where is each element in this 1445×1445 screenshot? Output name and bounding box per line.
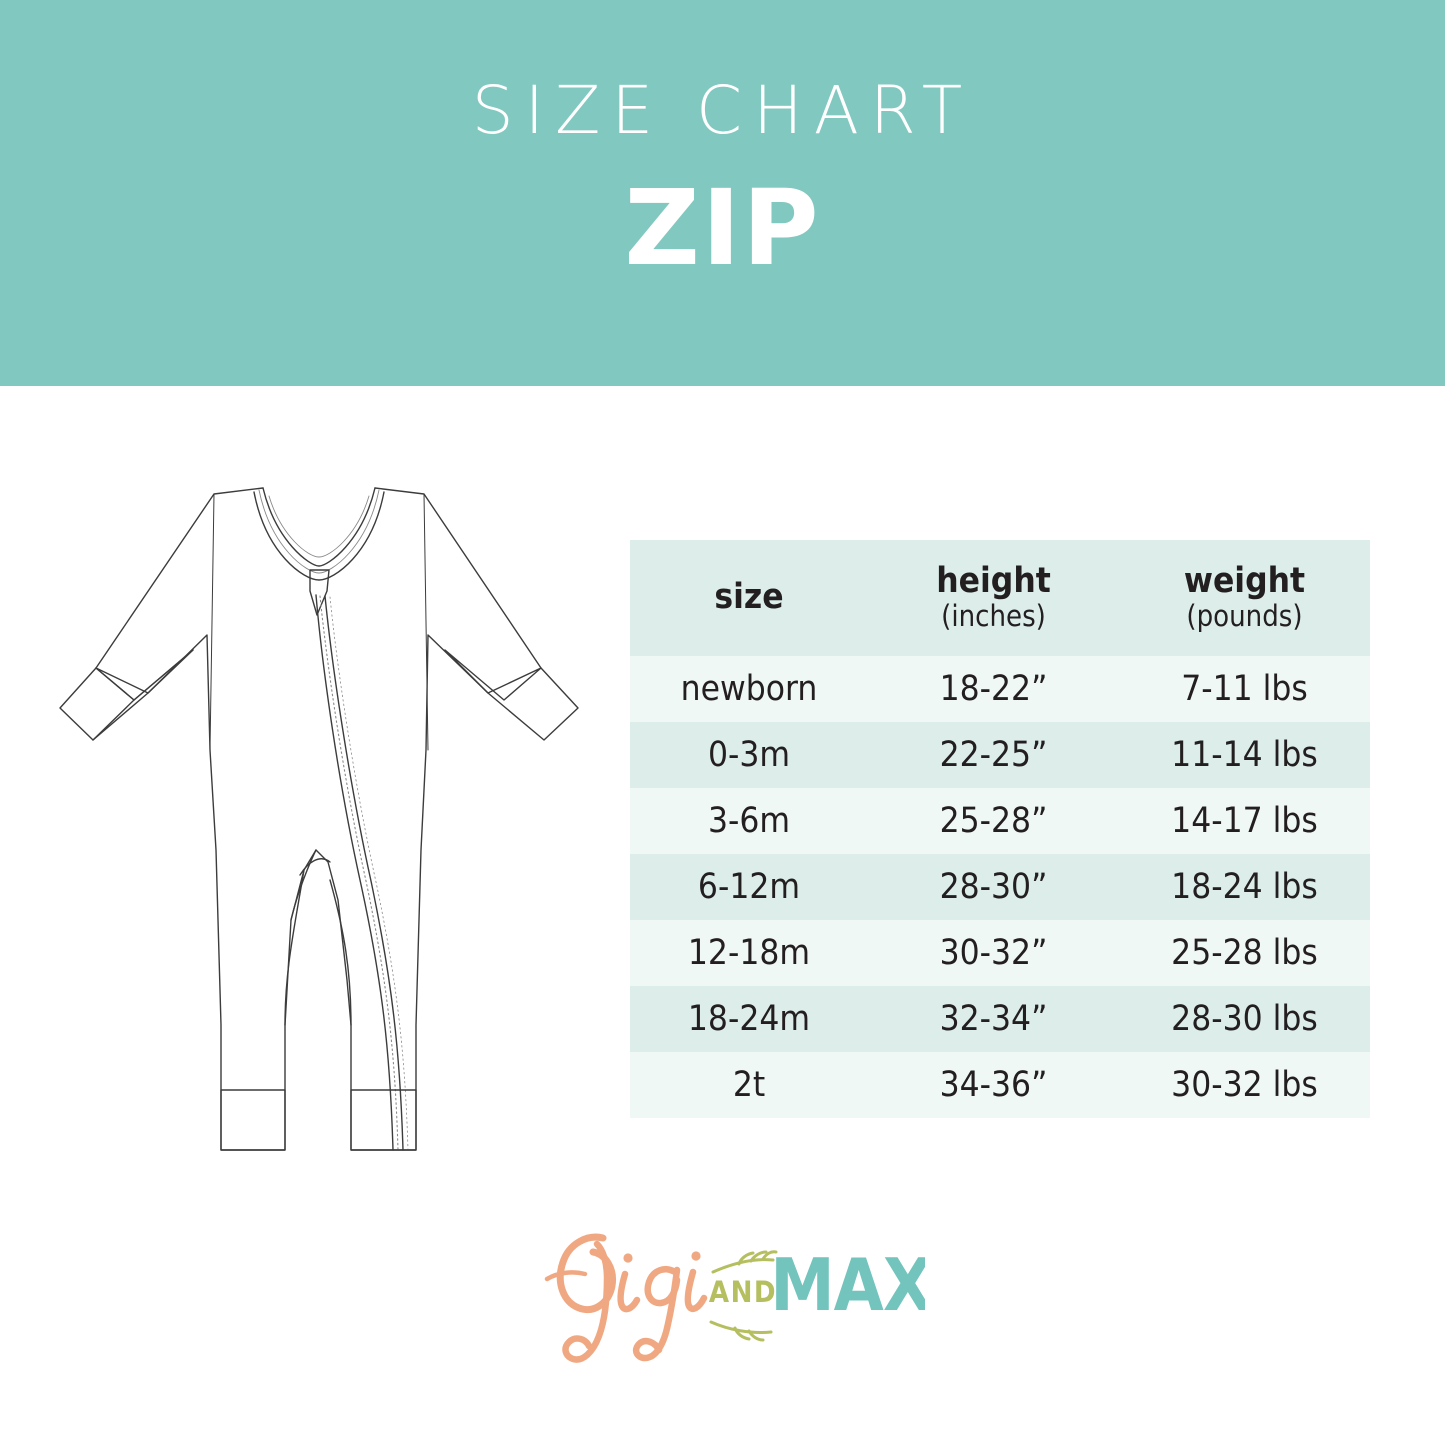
cell-height: 22-25”: [939, 734, 1048, 775]
svg-text:AND: AND: [709, 1275, 777, 1309]
cell-height: 18-22”: [939, 668, 1048, 709]
cell-size: 3-6m: [707, 800, 791, 841]
logo-max-text: MAX: [770, 1243, 925, 1327]
table-header-row: size height (inches) weight (pounds): [630, 540, 1370, 656]
cell-size: 18-24m: [687, 998, 811, 1039]
column-header-weight: weight (pounds): [1119, 540, 1370, 656]
cell-weight: 25-28 lbs: [1171, 932, 1318, 973]
table-row: 18-24m 32-34” 28-30 lbs: [630, 986, 1370, 1052]
cell-weight: 30-32 lbs: [1171, 1064, 1318, 1105]
cell-size: 0-3m: [707, 734, 791, 775]
cell-height: 28-30”: [939, 866, 1048, 907]
logo-and-connector: AND: [709, 1250, 778, 1342]
table-body: newborn 18-22” 7-11 lbs 0-3m 22-25” 11-1…: [630, 656, 1370, 1118]
table-row: 2t 34-36” 30-32 lbs: [630, 1052, 1370, 1118]
logo-gigi-script: [544, 1233, 708, 1363]
column-header-height: height (inches): [868, 540, 1119, 656]
size-chart-table: size height (inches) weight (pounds) new…: [630, 540, 1370, 1118]
cell-weight: 7-11 lbs: [1181, 668, 1308, 709]
cell-size: 12-18m: [687, 932, 811, 973]
table-row: 3-6m 25-28” 14-17 lbs: [630, 788, 1370, 854]
column-header-weight-label: weight: [1183, 561, 1306, 602]
cell-size: newborn: [680, 668, 818, 709]
column-header-size-label: size: [714, 577, 784, 618]
cell-weight: 11-14 lbs: [1171, 734, 1318, 775]
column-header-height-unit: (inches): [941, 599, 1046, 634]
column-header-weight-unit: (pounds): [1186, 599, 1303, 634]
zip-romper-illustration: [38, 450, 608, 1190]
column-header-size: size: [630, 540, 868, 656]
cell-height: 34-36”: [939, 1064, 1048, 1105]
cell-height: 30-32”: [939, 932, 1048, 973]
table-row: 12-18m 30-32” 25-28 lbs: [630, 920, 1370, 986]
cell-height: 25-28”: [939, 800, 1048, 841]
cell-size: 2t: [732, 1064, 766, 1105]
page-title: SIZE CHART: [471, 72, 974, 149]
logo-and-text: AND: [709, 1275, 777, 1309]
cell-height: 32-34”: [939, 998, 1048, 1039]
cell-weight: 14-17 lbs: [1171, 800, 1318, 841]
column-header-height-label: height: [936, 561, 1051, 602]
table-row: 6-12m 28-30” 18-24 lbs: [630, 854, 1370, 920]
header-band: SIZE CHART ZIP: [0, 0, 1445, 386]
cell-size: 6-12m: [697, 866, 801, 907]
table-row: 0-3m 22-25” 11-14 lbs: [630, 722, 1370, 788]
svg-text:MAX: MAX: [770, 1243, 925, 1327]
cell-weight: 28-30 lbs: [1171, 998, 1318, 1039]
table-row: newborn 18-22” 7-11 lbs: [630, 656, 1370, 722]
brand-logo: AND MAX: [525, 1222, 925, 1367]
page-subtitle: ZIP: [624, 167, 821, 289]
table-header: size height (inches) weight (pounds): [630, 540, 1370, 656]
cell-weight: 18-24 lbs: [1171, 866, 1318, 907]
